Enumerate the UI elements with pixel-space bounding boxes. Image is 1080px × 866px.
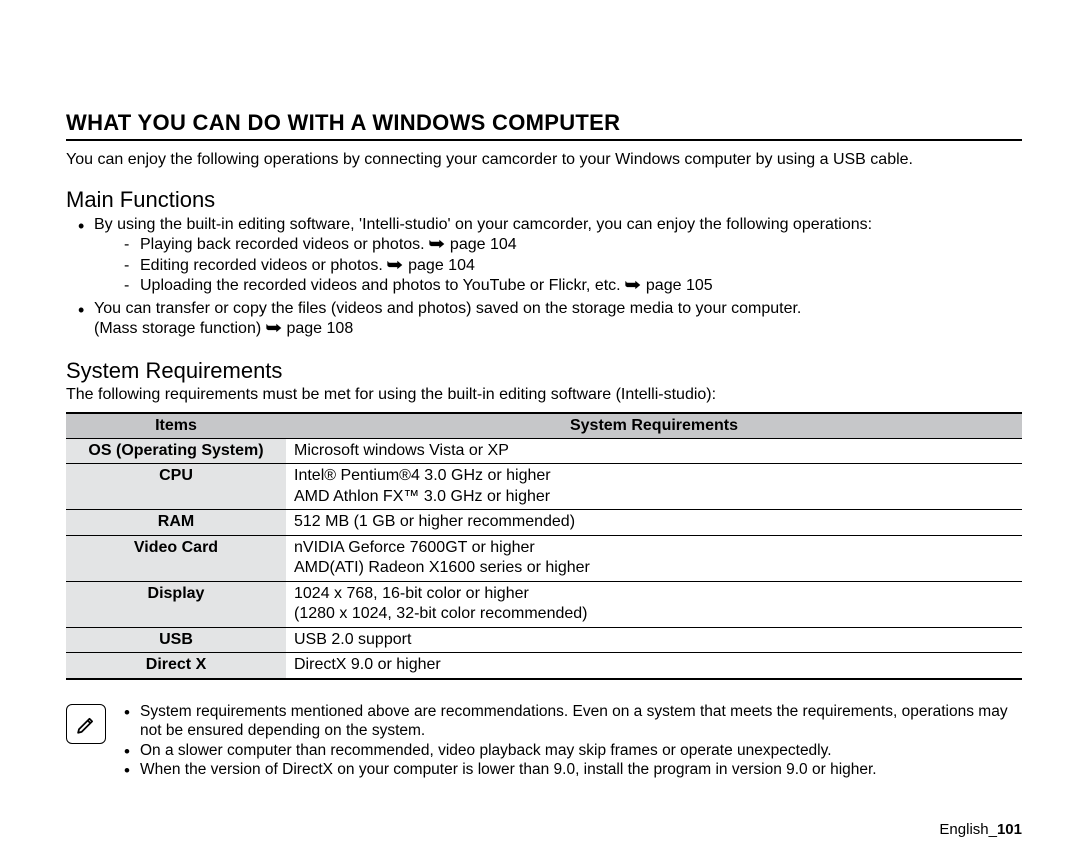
- row-ram-value: 512 MB (1 GB or higher recommended): [286, 510, 1022, 535]
- mf-item-1-text: By using the built-in editing software, …: [94, 216, 872, 233]
- mf-item-1-sublist: Playing back recorded videos or photos. …: [94, 235, 1022, 296]
- row-cpu-label: CPU: [66, 464, 286, 510]
- row-os-value: Microsoft windows Vista or XP: [286, 438, 1022, 463]
- col-items: Items: [66, 413, 286, 439]
- mf-item-2-line2a: (Mass storage function): [94, 320, 266, 337]
- arrow-icon: ➥: [429, 235, 445, 255]
- sysreq-heading: System Requirements: [66, 358, 1022, 384]
- row-ram-label: RAM: [66, 510, 286, 535]
- row-ram: RAM 512 MB (1 GB or higher recommended): [66, 510, 1022, 535]
- main-functions-list: By using the built-in editing software, …: [66, 215, 1022, 340]
- note-icon: [66, 704, 106, 744]
- row-directx: Direct X DirectX 9.0 or higher: [66, 653, 1022, 679]
- mf-item-2-line1: You can transfer or copy the files (vide…: [94, 300, 801, 317]
- pencil-icon: [72, 710, 100, 738]
- mf-sub-1-text: Playing back recorded videos or photos.: [140, 236, 429, 253]
- mf-sub-3-ref: page 105: [646, 277, 713, 294]
- mf-sub-1: Playing back recorded videos or photos. …: [120, 235, 1022, 255]
- page-title: WHAT YOU CAN DO WITH A WINDOWS COMPUTER: [66, 110, 1022, 141]
- note-1: System requirements mentioned above are …: [120, 702, 1022, 741]
- main-functions-heading: Main Functions: [66, 187, 1022, 213]
- row-usb-label: USB: [66, 627, 286, 652]
- notes-list: System requirements mentioned above are …: [120, 702, 1022, 780]
- mf-sub-2: Editing recorded videos or photos. ➥ pag…: [120, 256, 1022, 276]
- row-directx-label: Direct X: [66, 653, 286, 679]
- row-display: Display 1024 x 768, 16-bit color or high…: [66, 581, 1022, 627]
- row-video: Video Card nVIDIA Geforce 7600GT or high…: [66, 535, 1022, 581]
- footer-label: English_: [939, 821, 997, 838]
- mf-sub-2-text: Editing recorded videos or photos.: [140, 257, 387, 274]
- mf-sub-2-ref: page 104: [408, 257, 475, 274]
- mf-item-1: By using the built-in editing software, …: [66, 215, 1022, 297]
- row-usb-value: USB 2.0 support: [286, 627, 1022, 652]
- row-display-label: Display: [66, 581, 286, 627]
- table-header-row: Items System Requirements: [66, 413, 1022, 439]
- footer-page-number: 101: [997, 821, 1022, 838]
- sysreq-table: Items System Requirements OS (Operating …: [66, 412, 1022, 680]
- arrow-icon: ➥: [625, 276, 641, 296]
- row-cpu-value: Intel® Pentium®4 3.0 GHz or higherAMD At…: [286, 464, 1022, 510]
- row-os-label: OS (Operating System): [66, 438, 286, 463]
- page-footer: English_101: [939, 821, 1022, 838]
- col-req: System Requirements: [286, 413, 1022, 439]
- note-3: When the version of DirectX on your comp…: [120, 760, 1022, 780]
- row-directx-value: DirectX 9.0 or higher: [286, 653, 1022, 679]
- row-video-value: nVIDIA Geforce 7600GT or higherAMD(ATI) …: [286, 535, 1022, 581]
- mf-sub-3: Uploading the recorded videos and photos…: [120, 276, 1022, 296]
- row-os: OS (Operating System) Microsoft windows …: [66, 438, 1022, 463]
- mf-sub-3-text: Uploading the recorded videos and photos…: [140, 277, 625, 294]
- arrow-icon: ➥: [387, 256, 403, 276]
- mf-item-2-line2b: page 108: [286, 320, 353, 337]
- sysreq-intro: The following requirements must be met f…: [66, 386, 1022, 404]
- note-2: On a slower computer than recommended, v…: [120, 741, 1022, 761]
- notes-block: System requirements mentioned above are …: [66, 702, 1022, 780]
- mf-sub-1-ref: page 104: [450, 236, 517, 253]
- row-display-value: 1024 x 768, 16-bit color or higher(1280 …: [286, 581, 1022, 627]
- intro-text: You can enjoy the following operations b…: [66, 151, 1022, 169]
- row-cpu: CPU Intel® Pentium®4 3.0 GHz or higherAM…: [66, 464, 1022, 510]
- row-usb: USB USB 2.0 support: [66, 627, 1022, 652]
- row-video-label: Video Card: [66, 535, 286, 581]
- mf-item-2: You can transfer or copy the files (vide…: [66, 299, 1022, 340]
- arrow-icon: ➥: [265, 319, 281, 339]
